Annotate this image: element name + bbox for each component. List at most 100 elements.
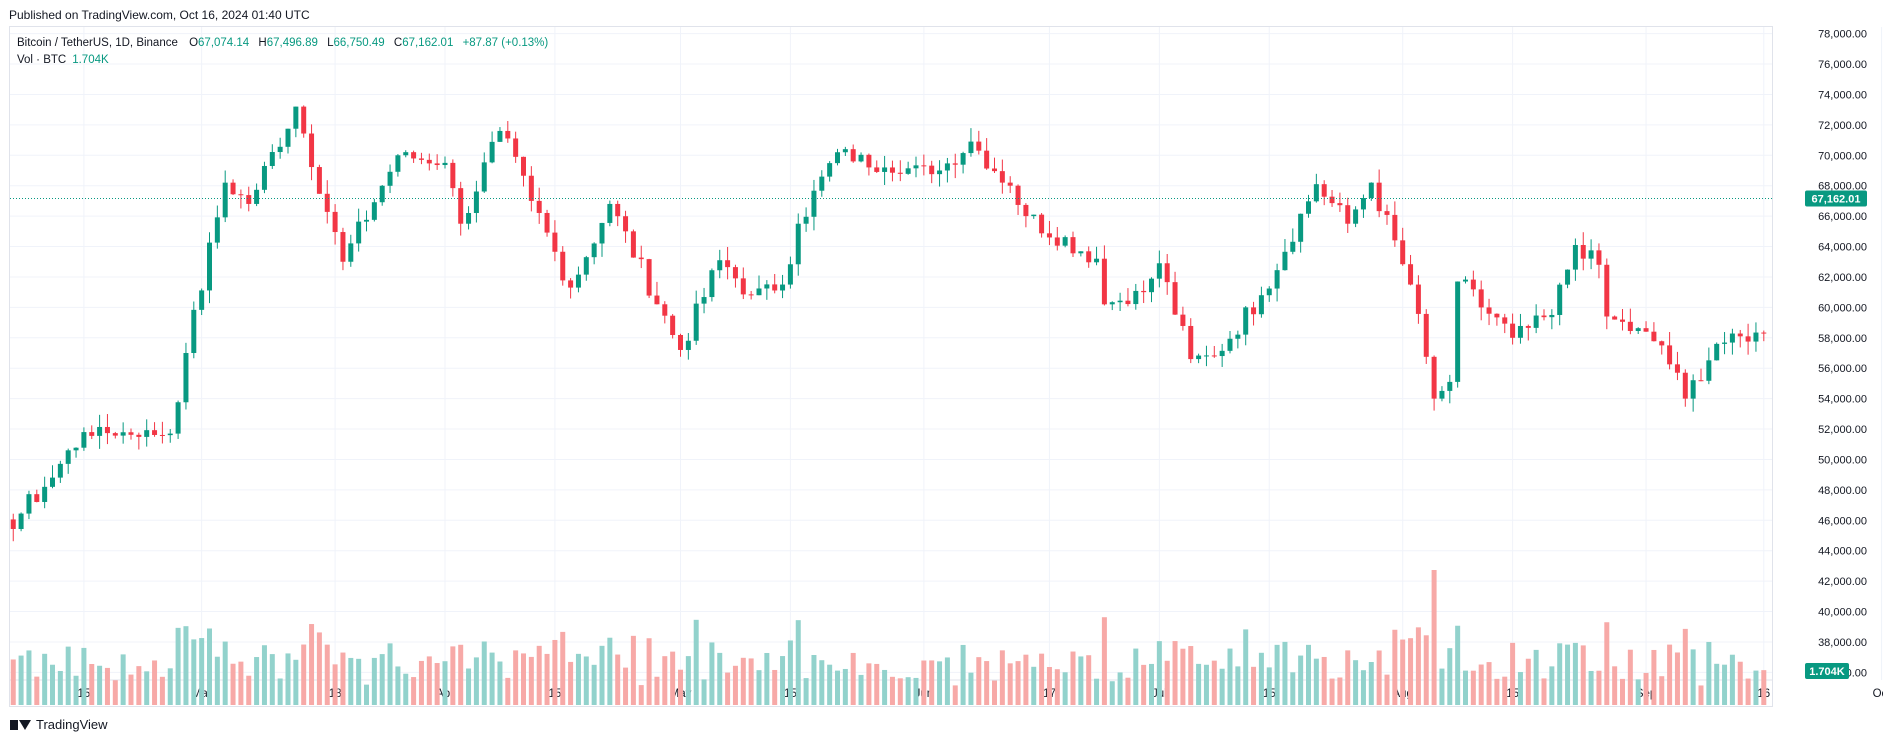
volume-bar (1698, 685, 1704, 705)
volume-bar (1258, 652, 1264, 705)
candle-body (1392, 214, 1398, 241)
volume-bar (685, 656, 691, 705)
candle-body (395, 155, 401, 172)
volume-bar (1714, 663, 1720, 705)
candle-body (1612, 316, 1618, 320)
candle-body (1729, 333, 1735, 343)
candle-body (591, 243, 597, 258)
candle-body (1698, 380, 1704, 382)
volume-bar (1643, 672, 1649, 705)
candle-body (1565, 269, 1571, 285)
volume-bar (1203, 664, 1209, 705)
volume-bar (34, 676, 40, 705)
candle-body (42, 486, 48, 502)
volume-bar (858, 674, 864, 705)
volume-bar (293, 659, 299, 705)
candle-body (1298, 213, 1304, 242)
candle-body (905, 168, 911, 174)
candle-body (1635, 328, 1641, 331)
volume-bar (458, 644, 464, 705)
candle-body (73, 447, 79, 451)
candle-body (937, 170, 943, 175)
candle-body (1502, 317, 1508, 324)
candle-body (1117, 300, 1123, 303)
volume-bar (780, 656, 786, 705)
volume-bar (1588, 670, 1594, 705)
candle-body (1353, 209, 1359, 224)
candle-body (81, 432, 87, 448)
volume-bar (144, 671, 150, 705)
volume-bar (1101, 617, 1107, 705)
candle-body (442, 162, 448, 166)
candle-body (18, 513, 24, 529)
candle-body (685, 340, 691, 350)
volume-bar (929, 660, 935, 705)
candle-body (214, 217, 220, 243)
candle-body (1227, 338, 1233, 351)
candle-body (772, 284, 778, 291)
close-value: 67,162.01 (402, 37, 454, 49)
volume-bar (1031, 666, 1037, 705)
volume-bar (521, 653, 526, 705)
volume-bar (246, 675, 252, 705)
volume-bar (340, 652, 346, 705)
candle-body (1706, 360, 1712, 381)
symbol-title[interactable]: Bitcoin / TetherUS, 1D, Binance (17, 37, 178, 49)
volume-bar (1282, 641, 1288, 705)
candle-body (324, 193, 330, 212)
volume-bar (191, 639, 197, 705)
candle-body (944, 163, 950, 171)
volume-bar (850, 652, 856, 705)
volume-bar (725, 672, 731, 705)
volume-bar (309, 624, 315, 705)
candle-body (1525, 325, 1531, 328)
high-label: H (258, 37, 267, 49)
volume-label[interactable]: Vol · BTC (17, 54, 67, 66)
volume-bar (1761, 670, 1767, 705)
volume-bar (450, 646, 456, 705)
y-tick-label: 64,000.00 (1818, 242, 1867, 254)
candle-body (913, 165, 919, 169)
candle-body (607, 203, 613, 223)
volume-bar (1188, 646, 1194, 705)
candle-body (1164, 263, 1170, 283)
volume-bar (1463, 670, 1468, 705)
brand-name: TradingView (36, 717, 108, 732)
candle-body (1219, 350, 1225, 357)
volume-bar (332, 664, 338, 705)
candle-body (560, 251, 566, 281)
candle-body (732, 267, 738, 279)
volume-bar (1306, 644, 1311, 705)
volume-bar (222, 641, 228, 705)
candle-body (481, 162, 487, 192)
volume-bar (1078, 656, 1084, 705)
volume-bar (1596, 670, 1602, 705)
volume-bar (913, 677, 919, 705)
candle-body (544, 212, 550, 233)
volume-bar (1039, 653, 1045, 705)
volume-bar (175, 627, 181, 705)
volume-bar (693, 619, 699, 705)
candle-body (678, 334, 683, 350)
candle-body (827, 163, 833, 177)
candle-body (1455, 281, 1461, 382)
candle-body (120, 432, 126, 436)
volume-bar (654, 676, 660, 705)
candle-body (764, 284, 770, 289)
close-label: C (393, 37, 403, 49)
candle-body (748, 294, 754, 296)
y-tick-label: 44,000.00 (1818, 546, 1867, 558)
y-tick-label: 72,000.00 (1818, 120, 1867, 132)
volume-bar (1133, 648, 1139, 705)
candle-body (497, 130, 503, 142)
volume-bar (10, 659, 16, 705)
last-price-label: 67,162.01 (1812, 193, 1861, 205)
volume-bar (976, 657, 982, 705)
volume-bar (1439, 668, 1445, 705)
candle-body (450, 162, 456, 189)
volume-bar (1580, 645, 1586, 705)
candle-body (725, 260, 731, 268)
volume-bar (842, 668, 848, 705)
candle-body (1337, 203, 1343, 206)
